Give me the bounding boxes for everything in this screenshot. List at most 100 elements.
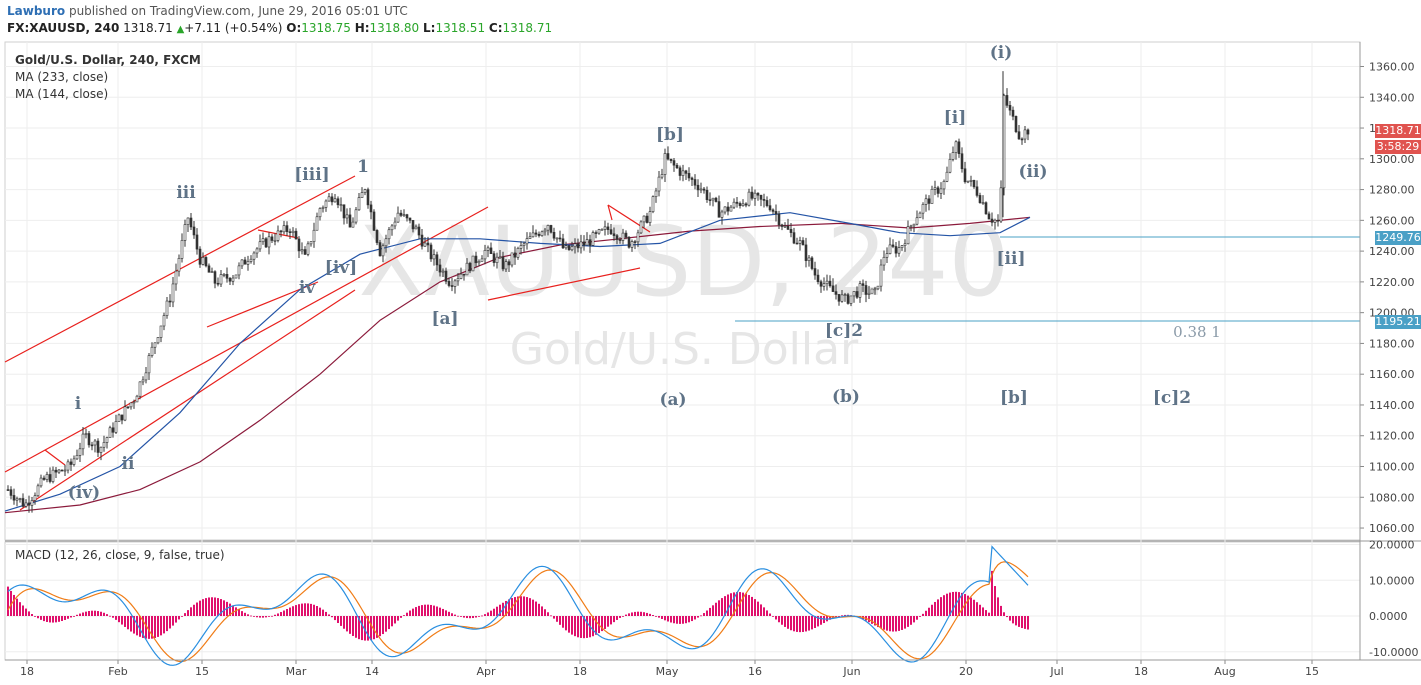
candle-body — [831, 285, 835, 292]
price-axis-label: 1240.00 — [1369, 245, 1415, 258]
quote-line: FX:XAUUSD, 240 1318.71 ▲+7.11 (+0.54%) O… — [7, 21, 552, 35]
macd-histogram-bar — [277, 613, 279, 616]
candle-body — [942, 181, 946, 190]
macd-histogram-bar — [985, 610, 987, 616]
candle-body — [609, 229, 613, 235]
ma-144-line — [4, 212, 1031, 512]
macd-histogram-bar — [493, 608, 495, 616]
candle-body — [669, 158, 673, 161]
macd-histogram-bar — [1000, 605, 1002, 616]
macd-histogram-bar — [49, 616, 51, 623]
macd-histogram-bar — [454, 614, 456, 616]
price-axis-label: 1260.00 — [1369, 214, 1415, 227]
horizontal-levels — [735, 236, 1360, 322]
candle-body — [891, 244, 895, 247]
candle-body — [75, 455, 79, 460]
candle-body — [381, 245, 385, 257]
macd-histogram-bar — [208, 597, 210, 616]
macd-histogram-bar — [724, 596, 726, 616]
candle-body — [342, 204, 346, 219]
candle-body — [171, 283, 175, 303]
candle-body — [270, 236, 274, 241]
candle-body — [924, 198, 928, 205]
candle-body — [726, 206, 730, 212]
macd-histogram-bar — [349, 616, 351, 634]
macd-histogram-bar — [634, 611, 636, 616]
macd-histogram-bar — [880, 616, 882, 629]
macd-histogram-bar — [1006, 616, 1008, 618]
candle-body — [387, 229, 391, 240]
candle-body — [153, 342, 157, 348]
macd-histogram-bar — [523, 596, 525, 616]
macd-histogram-bar — [31, 613, 33, 616]
macd-histogram-bar — [667, 616, 669, 622]
candle-body — [600, 228, 604, 231]
candle-body — [708, 199, 712, 201]
macd-histogram-bar — [526, 597, 528, 616]
macd-histogram-bar — [844, 614, 846, 616]
macd-histogram-bar — [232, 605, 234, 616]
candle-body — [336, 198, 340, 206]
macd-histogram-bar — [169, 616, 171, 629]
candle-body — [531, 232, 535, 238]
candle-body — [810, 257, 814, 269]
macd-histogram-bar — [451, 613, 453, 616]
price-axis-label: 1100.00 — [1369, 461, 1415, 474]
macd-histogram-bar — [529, 598, 531, 616]
macd-histogram-bar — [112, 616, 114, 618]
macd-axis-label: 10.0000 — [1369, 574, 1415, 587]
candle-body — [558, 237, 562, 240]
macd-histogram-bar — [313, 604, 315, 616]
candle-body — [579, 241, 583, 249]
macd-histogram-bar — [343, 616, 345, 629]
candle-body — [291, 230, 295, 233]
candle-body — [111, 427, 115, 433]
wave-label: [b] — [656, 125, 684, 145]
candle-body — [867, 292, 871, 295]
macd-histogram-bar — [571, 616, 573, 635]
macd-histogram-bar — [382, 616, 384, 635]
macd-histogram-bar — [133, 616, 135, 634]
candle-body — [960, 153, 964, 170]
candle-body — [756, 192, 760, 196]
macd-histogram-bar — [307, 603, 309, 616]
macd-histogram-bar — [364, 616, 366, 641]
macd-histogram-bar — [154, 616, 156, 639]
candle-body — [951, 152, 955, 160]
candle-body — [318, 208, 322, 218]
candle-body — [819, 281, 823, 287]
candle-body — [813, 268, 817, 276]
macd-histogram-bar — [595, 616, 597, 635]
macd-histogram-bar — [778, 616, 780, 623]
candle-body — [81, 433, 85, 450]
macd-histogram-bar — [790, 616, 792, 631]
macd-histogram-bar — [829, 616, 831, 620]
macd-histogram-bar — [925, 610, 927, 616]
author-link[interactable]: Lawburo — [7, 4, 66, 18]
macd-histogram-bar — [817, 616, 819, 627]
macd-histogram-bar — [259, 616, 261, 618]
candle-body — [837, 294, 841, 302]
price-axis-label: 1220.00 — [1369, 276, 1415, 289]
watermark-symbol: XAUUSD, 240 — [358, 206, 1009, 318]
candle-body — [456, 278, 460, 282]
candle-body — [201, 257, 205, 265]
candle-body — [930, 188, 934, 204]
macd-histogram-bar — [685, 616, 687, 624]
candle-body — [693, 179, 697, 186]
candle-body — [621, 232, 625, 241]
candle-body — [48, 474, 52, 482]
macd-histogram-bar — [43, 616, 45, 622]
candle-body — [567, 245, 571, 251]
macd-histogram-bar — [388, 616, 390, 630]
wave-label: [iii] — [294, 165, 329, 185]
macd-histogram-bar — [733, 592, 735, 616]
macd-histogram-bar — [967, 595, 969, 616]
macd-histogram-bar — [754, 599, 756, 616]
macd-histogram-bar — [406, 612, 408, 616]
macd-histogram-bar — [541, 606, 543, 616]
macd-histogram-bar — [1027, 616, 1029, 630]
candle-body — [606, 226, 610, 230]
